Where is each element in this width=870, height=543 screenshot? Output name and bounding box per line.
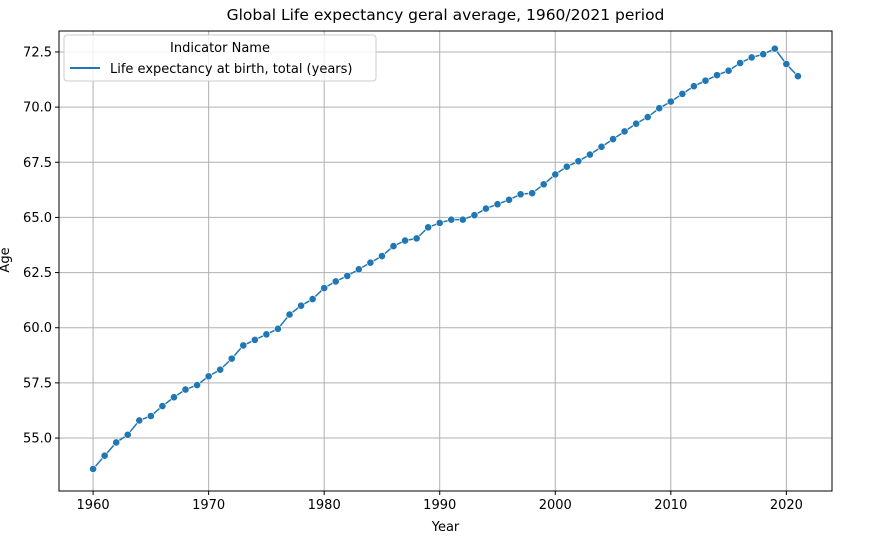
data-point — [539, 180, 548, 189]
axes: 1960 1970 1980 1990 2000 2010 2020 55.0 57.5 60.0… — [23, 30, 833, 513]
data-point — [482, 204, 490, 213]
x-tick-label: 2020 — [770, 498, 803, 513]
data-point — [331, 277, 340, 286]
data-point — [239, 341, 248, 350]
data-point — [297, 301, 305, 310]
data-point — [713, 71, 721, 80]
legend: Indicator Name Life expectancy at birth,… — [63, 34, 377, 82]
data-point — [736, 59, 745, 67]
data-point — [401, 236, 409, 245]
data-point — [424, 223, 433, 232]
data-point — [308, 295, 317, 303]
data-point — [181, 385, 190, 394]
data-point — [620, 127, 629, 136]
data-point — [204, 372, 213, 381]
data-point — [493, 200, 502, 209]
data-point — [412, 234, 421, 243]
data-point — [89, 465, 97, 473]
y-axis-label: Age — [0, 247, 13, 272]
data-point — [112, 438, 121, 447]
data-point — [528, 189, 537, 198]
data-point — [216, 365, 225, 374]
data-point — [458, 215, 467, 224]
y-tick-label: 55.0 — [23, 432, 52, 447]
legend-entry-label: Life expectancy at birth, total (years) — [110, 62, 352, 77]
data-point — [701, 76, 710, 85]
x-tick-label: 1990 — [423, 498, 456, 513]
chart-title: Global Life expectancy geral average, 19… — [227, 6, 665, 24]
data-point — [505, 195, 513, 204]
data-point — [470, 211, 479, 220]
data-point — [435, 219, 444, 227]
data-point — [724, 66, 733, 75]
data-point — [447, 215, 456, 224]
y-tick-label: 67.5 — [23, 156, 52, 171]
gridlines — [59, 31, 832, 491]
data-point — [262, 330, 271, 339]
x-axis-label: Year — [431, 520, 460, 535]
x-tick-label: 1960 — [77, 498, 110, 513]
legend-title: Indicator Name — [170, 41, 270, 56]
data-point — [378, 252, 386, 260]
data-point — [389, 242, 398, 251]
x-tick-label: 1980 — [308, 498, 341, 513]
y-tick-label: 65.0 — [23, 211, 52, 226]
data-point — [655, 104, 664, 113]
plot-frame — [58, 30, 833, 492]
data-point — [158, 402, 167, 410]
data-point — [643, 113, 652, 121]
data-point — [678, 89, 687, 98]
data-point — [274, 324, 282, 333]
data-point — [609, 135, 617, 144]
y-tick-label: 62.5 — [23, 266, 52, 281]
data-point — [586, 150, 594, 159]
data-point — [597, 142, 606, 151]
data-point — [146, 412, 155, 420]
data-point — [782, 60, 791, 68]
data-point — [366, 258, 375, 267]
data-point — [343, 271, 352, 280]
data-point — [170, 393, 178, 402]
series-layer — [89, 44, 802, 473]
data-point — [227, 354, 236, 363]
data-point — [562, 162, 571, 171]
data-point — [632, 119, 641, 128]
data-point — [100, 451, 109, 460]
x-tick-label: 1970 — [192, 498, 225, 513]
x-tick-label: 2010 — [654, 498, 687, 513]
data-point — [794, 72, 802, 81]
data-point — [135, 416, 144, 425]
data-point — [759, 50, 768, 59]
data-point — [770, 44, 779, 53]
data-point — [666, 97, 675, 106]
data-point — [250, 335, 259, 344]
data-point — [690, 82, 698, 91]
data-point — [285, 310, 294, 319]
y-tick-label: 70.0 — [23, 101, 52, 116]
data-point — [193, 381, 201, 390]
data-point — [123, 430, 132, 439]
y-tick-label: 72.5 — [23, 45, 52, 60]
x-tick-label: 2000 — [539, 498, 572, 513]
data-point — [551, 170, 560, 179]
series-line — [92, 47, 799, 470]
data-point — [574, 157, 583, 166]
data-point — [516, 190, 525, 199]
y-tick-label: 60.0 — [23, 321, 52, 336]
y-tick-label: 57.5 — [23, 376, 52, 391]
data-point — [320, 284, 329, 292]
legend-box — [63, 34, 377, 82]
data-point — [354, 265, 363, 274]
data-point — [747, 53, 756, 62]
